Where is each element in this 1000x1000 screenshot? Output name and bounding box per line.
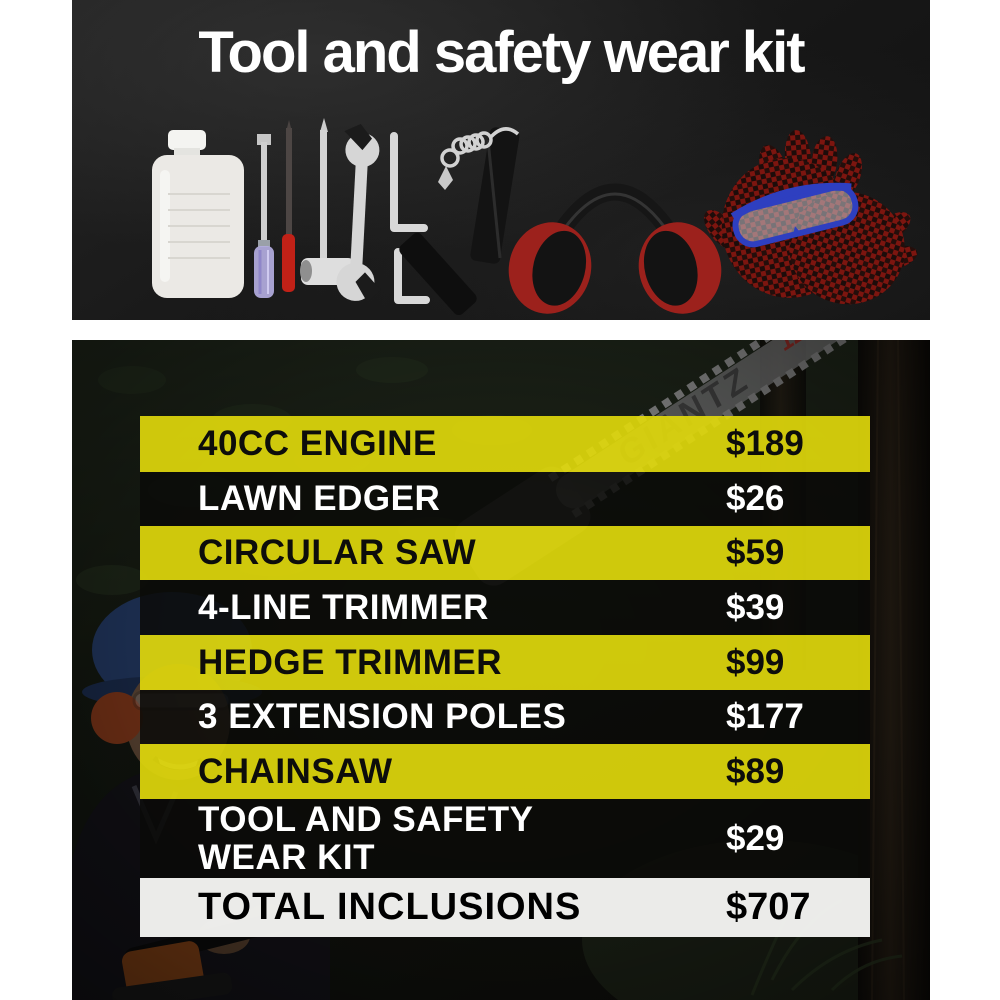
- item-name: 40CC ENGINE: [198, 424, 437, 464]
- top-banner: Tool and safety wear kit: [72, 0, 930, 320]
- table-row: CIRCULAR SAW $59: [140, 526, 870, 580]
- item-price: $29: [726, 818, 785, 858]
- gloves-goggles-icon: [704, 130, 918, 305]
- table-row: TOOL AND SAFETY WEAR KIT $29: [140, 799, 870, 878]
- strap-icon: [399, 127, 520, 315]
- hex-keys-icon: [390, 132, 430, 304]
- item-price: $89: [726, 751, 785, 791]
- item-name: 3 EXTENSION POLES: [198, 697, 567, 737]
- file-icon: [282, 120, 295, 292]
- total-label: TOTAL INCLUSIONS: [198, 886, 582, 929]
- item-name: 4-LINE TRIMMER: [198, 587, 489, 627]
- item-name: CHAINSAW: [198, 751, 393, 791]
- kit-photo: [152, 118, 918, 315]
- item-price: $26: [726, 479, 785, 518]
- table-row: LAWN EDGER $26: [140, 472, 870, 526]
- item-name: HEDGE TRIMMER: [198, 642, 502, 682]
- ear-muffs-icon: [508, 183, 722, 314]
- price-table: 40CC ENGINE $189 LAWN EDGER $26 CIRCULAR…: [140, 416, 870, 937]
- item-price: $189: [726, 424, 804, 463]
- item-price: $59: [726, 533, 785, 572]
- item-price: $39: [726, 587, 785, 627]
- table-row: HEDGE TRIMMER $99: [140, 635, 870, 690]
- fuel-bottle-icon: [152, 130, 244, 298]
- total-price: $707: [726, 886, 811, 928]
- table-row: 3 EXTENSION POLES $177: [140, 690, 870, 744]
- table-row: 40CC ENGINE $189: [140, 416, 870, 472]
- bottom-scene: GIANTZ 12": [72, 340, 930, 1000]
- item-name: LAWN EDGER: [198, 479, 441, 519]
- table-row: CHAINSAW $89: [140, 744, 870, 799]
- table-total-row: TOTAL INCLUSIONS $707: [140, 878, 870, 937]
- spanner-icon: [336, 123, 381, 303]
- item-price: $177: [726, 697, 804, 736]
- item-name: TOOL AND SAFETY WEAR KIT: [198, 800, 534, 877]
- socket-tool-icon: [300, 118, 355, 285]
- page-title: Tool and safety wear kit: [198, 20, 805, 85]
- item-name: CIRCULAR SAW: [198, 533, 477, 573]
- screwdriver-icon: [254, 134, 274, 298]
- item-price: $99: [726, 642, 785, 682]
- table-row: 4-LINE TRIMMER $39: [140, 580, 870, 635]
